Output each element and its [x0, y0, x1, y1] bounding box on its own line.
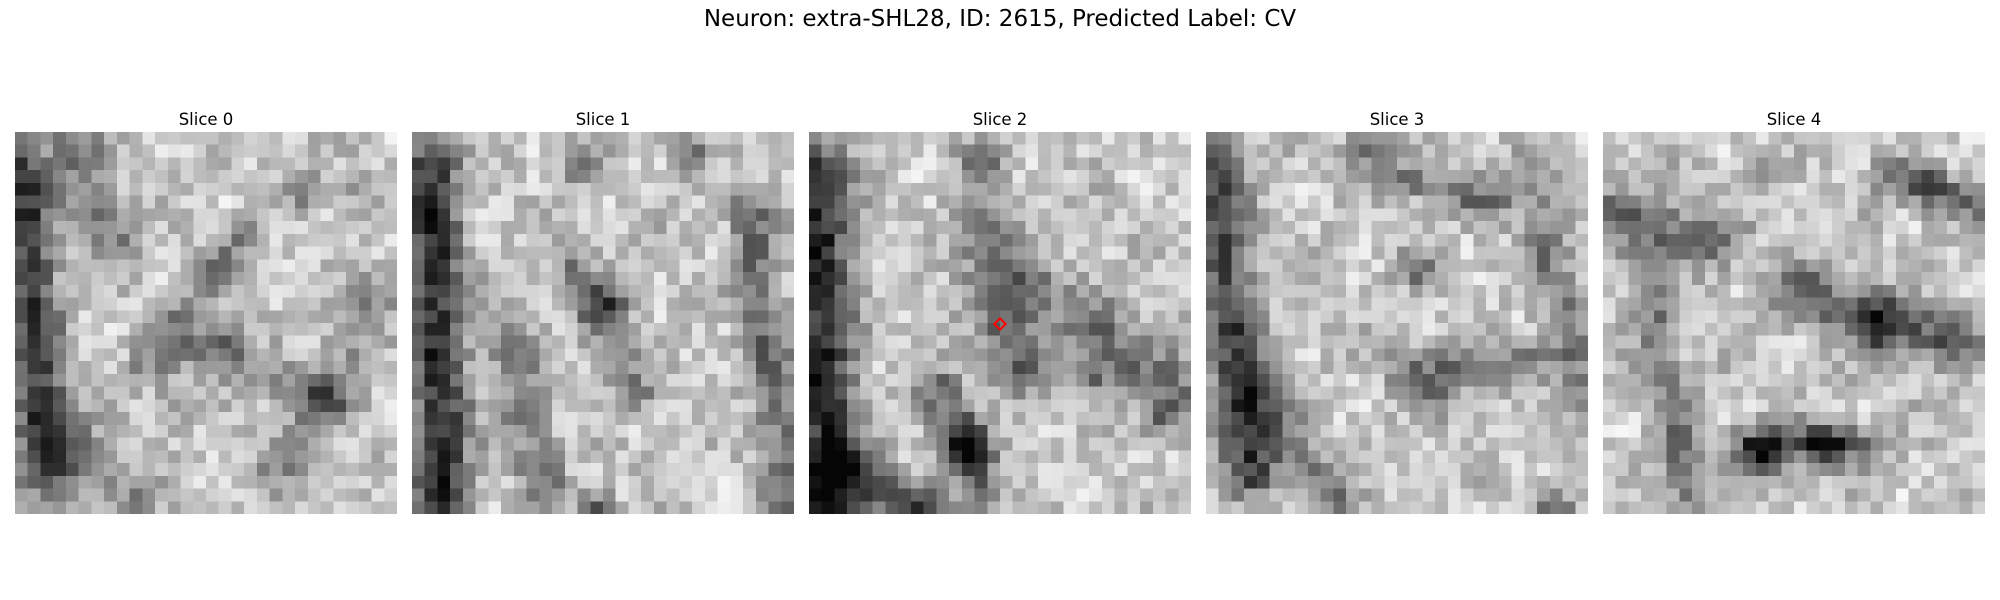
- slice-title: Slice 0: [178, 110, 234, 129]
- slice-title: Slice 2: [972, 110, 1028, 129]
- slice-title: Slice 1: [575, 110, 631, 129]
- slice-title: Slice 3: [1369, 110, 1425, 129]
- slice-image: [809, 132, 1191, 514]
- figure-title: Neuron: extra-SHL28, ID: 2615, Predicted…: [703, 6, 1297, 32]
- slice-image: [412, 132, 794, 514]
- slice-panel-2: Slice 2: [809, 108, 1191, 514]
- slice-image: [15, 132, 397, 514]
- slice-title: Slice 4: [1766, 110, 1822, 129]
- slice-panel-3: Slice 3: [1206, 108, 1588, 514]
- slice-image: [1206, 132, 1588, 514]
- slice-image: [1603, 132, 1985, 514]
- slice-panel-1: Slice 1: [412, 108, 794, 514]
- slice-panel-4: Slice 4: [1603, 108, 1985, 514]
- slice-panel-0: Slice 0: [15, 108, 397, 514]
